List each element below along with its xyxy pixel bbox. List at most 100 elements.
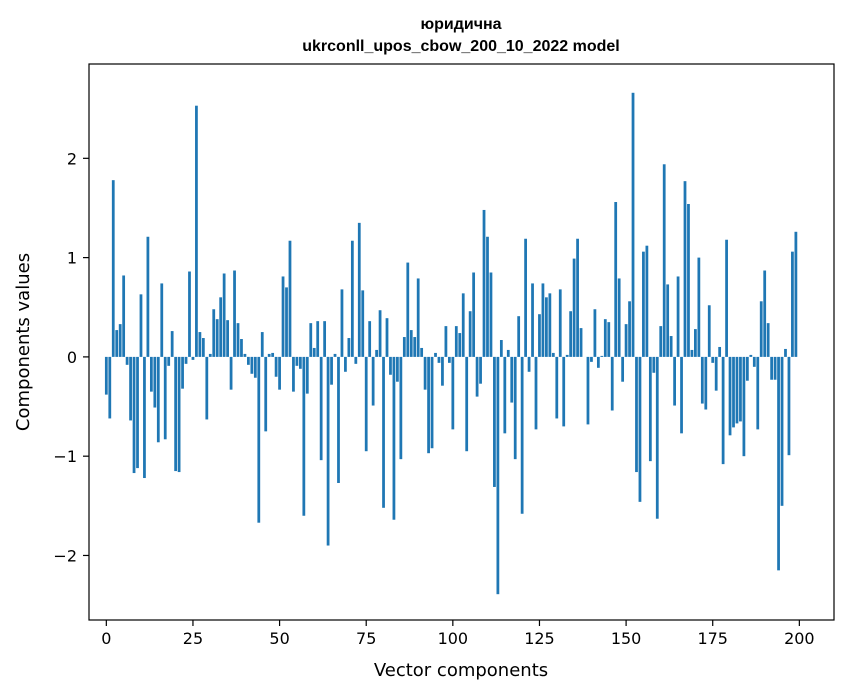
- y-tick-label--2: −2: [53, 546, 77, 565]
- y-axis-label: Components values: [13, 253, 34, 431]
- x-tick-label-175: 175: [697, 629, 728, 648]
- bar-145: [607, 322, 611, 357]
- x-tick-label-0: 0: [101, 629, 111, 648]
- bar-68: [340, 289, 344, 357]
- bar-56: [298, 356, 302, 369]
- bar-110: [486, 236, 489, 357]
- bar-77: [371, 356, 375, 406]
- x-axis-label: Vector components: [374, 660, 548, 681]
- bar-170: [694, 329, 697, 357]
- bar-88: [409, 330, 413, 357]
- bar-199: [794, 231, 798, 357]
- bar-124: [534, 356, 538, 430]
- bar-114: [499, 340, 503, 357]
- bar-178: [721, 356, 725, 465]
- x-tick-label-25: 25: [183, 629, 203, 648]
- bar-117: [510, 356, 514, 403]
- bar-111: [489, 272, 493, 357]
- bar-123: [531, 283, 534, 357]
- bar-18: [167, 356, 171, 366]
- bar-113: [496, 356, 500, 595]
- bar-119: [517, 316, 521, 357]
- bar-12: [146, 236, 150, 357]
- bar-198: [791, 251, 794, 357]
- bar-87: [406, 262, 410, 357]
- bar-116: [506, 349, 510, 357]
- bar-151: [628, 301, 631, 357]
- bar-158: [652, 356, 656, 373]
- bar-135: [572, 258, 576, 357]
- bar-182: [735, 356, 739, 424]
- bar-83: [392, 356, 396, 520]
- bar-112: [493, 356, 496, 487]
- bar-157: [648, 356, 652, 462]
- bar-34: [222, 273, 226, 357]
- bar-72: [354, 356, 358, 364]
- bar-37: [233, 270, 236, 357]
- bar-19: [170, 331, 174, 357]
- bar-54: [292, 356, 295, 392]
- bar-141: [593, 309, 597, 357]
- bar-11: [143, 356, 146, 479]
- bar-167: [683, 181, 687, 357]
- bar-186: [749, 354, 753, 357]
- bar-103: [461, 293, 465, 357]
- bar-21: [177, 356, 181, 473]
- bar-53: [288, 240, 292, 357]
- bar-164: [673, 356, 676, 406]
- bar-62: [319, 356, 323, 461]
- bar-73: [357, 222, 361, 357]
- bar-78: [375, 349, 378, 357]
- bar-84: [396, 356, 399, 382]
- bar-160: [659, 326, 663, 357]
- bar-67: [337, 356, 340, 483]
- bar-118: [513, 356, 517, 460]
- x-tick-label-75: 75: [356, 629, 376, 648]
- bar-134: [569, 311, 573, 357]
- x-tick-label-50: 50: [269, 629, 289, 648]
- bar-144: [603, 319, 607, 357]
- bar-15: [156, 356, 160, 443]
- bar-7: [129, 356, 132, 421]
- bar-125: [538, 314, 541, 357]
- bar-191: [766, 323, 770, 357]
- bar-175: [711, 356, 715, 363]
- bar-76: [368, 321, 372, 357]
- bar-121: [524, 238, 527, 357]
- bar-82: [389, 356, 392, 375]
- bar-102: [458, 333, 462, 357]
- bar-172: [700, 356, 704, 404]
- bar-192: [770, 356, 774, 380]
- bar-183: [739, 356, 742, 422]
- bar-101: [454, 326, 458, 357]
- bar-100: [451, 356, 455, 430]
- bar-146: [610, 356, 614, 411]
- bar-176: [714, 356, 718, 391]
- bar-171: [697, 257, 701, 357]
- bar-91: [420, 347, 424, 357]
- y-axis-ticks: −2 −1 0 1 2: [53, 149, 89, 565]
- bar-142: [596, 356, 600, 368]
- chart-title-line2: ukrconll_upos_cbow_200_10_2022 model: [302, 38, 619, 55]
- bar-30: [208, 353, 212, 357]
- bar-120: [520, 356, 524, 514]
- bar-156: [645, 245, 649, 357]
- bar-10: [139, 294, 143, 357]
- bar-150: [624, 324, 628, 357]
- bar-5: [122, 275, 126, 357]
- bar-20: [174, 356, 178, 472]
- bar-48: [271, 352, 275, 357]
- bar-17: [163, 356, 167, 440]
- bar-49: [274, 356, 278, 377]
- bar-104: [465, 356, 469, 452]
- bar-51: [281, 276, 285, 357]
- bar-31: [212, 309, 216, 357]
- bar-92: [423, 356, 427, 390]
- bar-187: [752, 356, 756, 367]
- bar-44: [257, 356, 261, 523]
- bar-143: [600, 355, 604, 357]
- y-tick-label-2: 2: [67, 149, 77, 168]
- x-tick-label-100: 100: [438, 629, 469, 648]
- bar-174: [707, 305, 711, 357]
